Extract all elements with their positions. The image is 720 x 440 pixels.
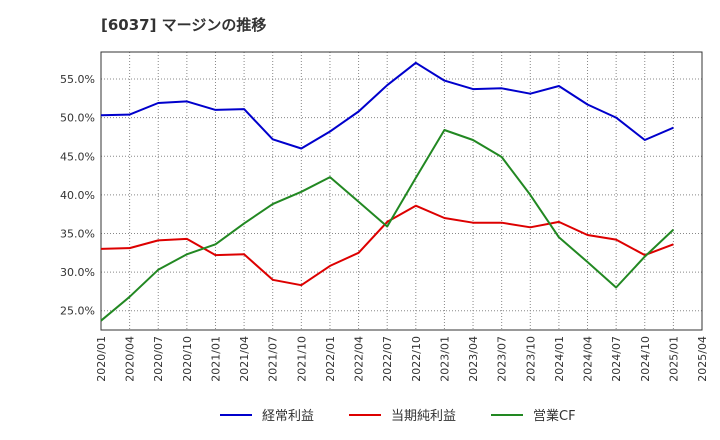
x-tick-label: 2021/07 (267, 336, 280, 382)
grid-lines (100, 52, 703, 330)
series-lines (100, 61, 675, 322)
x-tick-label: 2022/01 (324, 336, 337, 382)
chart-title: [6037] マージンの推移 (101, 16, 267, 34)
y-tick-label: 30.0% (60, 266, 95, 279)
series-line (100, 61, 674, 150)
x-tick-label: 2023/07 (496, 336, 509, 382)
x-tick-label: 2021/10 (295, 336, 308, 382)
legend-label: 営業CF (533, 408, 576, 424)
x-tick-label: 2025/04 (696, 336, 709, 382)
x-tick-label: 2022/04 (353, 336, 366, 382)
y-tick-label: 50.0% (60, 112, 95, 125)
legend-label: 経常利益 (262, 409, 314, 424)
y-tick-label: 40.0% (60, 189, 95, 202)
x-tick-label: 2024/04 (582, 336, 595, 382)
plot-frame (100, 51, 703, 331)
x-tick-label: 2024/10 (639, 336, 652, 382)
y-tick-label: 25.0% (60, 305, 95, 318)
x-axis-ticks: 2020/01 2020/04 2020/07 2020/10 2021/01 2021/… (95, 336, 709, 382)
x-tick-label: 2020/04 (124, 336, 137, 382)
legend: 経常利益 当期純利益 営業CF (220, 408, 576, 424)
x-tick-label: 2022/10 (410, 336, 423, 382)
x-tick-label: 2024/07 (610, 336, 623, 382)
series-line (100, 204, 674, 287)
x-tick-label: 2021/01 (209, 336, 222, 382)
x-tick-label: 2021/04 (238, 336, 251, 382)
y-axis-ticks: 25.0% 30.0% 35.0% 40.0% 45.0% 50.0% 55.0% (60, 73, 95, 318)
x-tick-label: 2020/07 (152, 336, 165, 382)
x-tick-label: 2023/04 (467, 336, 480, 382)
x-tick-label: 2022/07 (381, 336, 394, 382)
y-tick-label: 45.0% (60, 150, 95, 163)
y-tick-label: 55.0% (60, 73, 95, 86)
x-tick-label: 2020/10 (181, 336, 194, 382)
series-line (100, 129, 675, 322)
plot-border (100, 51, 703, 331)
x-tick-label: 2025/01 (667, 336, 680, 382)
legend-label: 当期純利益 (391, 409, 456, 424)
x-tick-label: 2023/01 (438, 336, 451, 382)
x-tick-label: 2020/01 (95, 336, 108, 382)
y-tick-label: 35.0% (60, 227, 95, 240)
x-tick-label: 2023/10 (524, 336, 537, 382)
x-tick-label: 2024/01 (553, 336, 566, 382)
